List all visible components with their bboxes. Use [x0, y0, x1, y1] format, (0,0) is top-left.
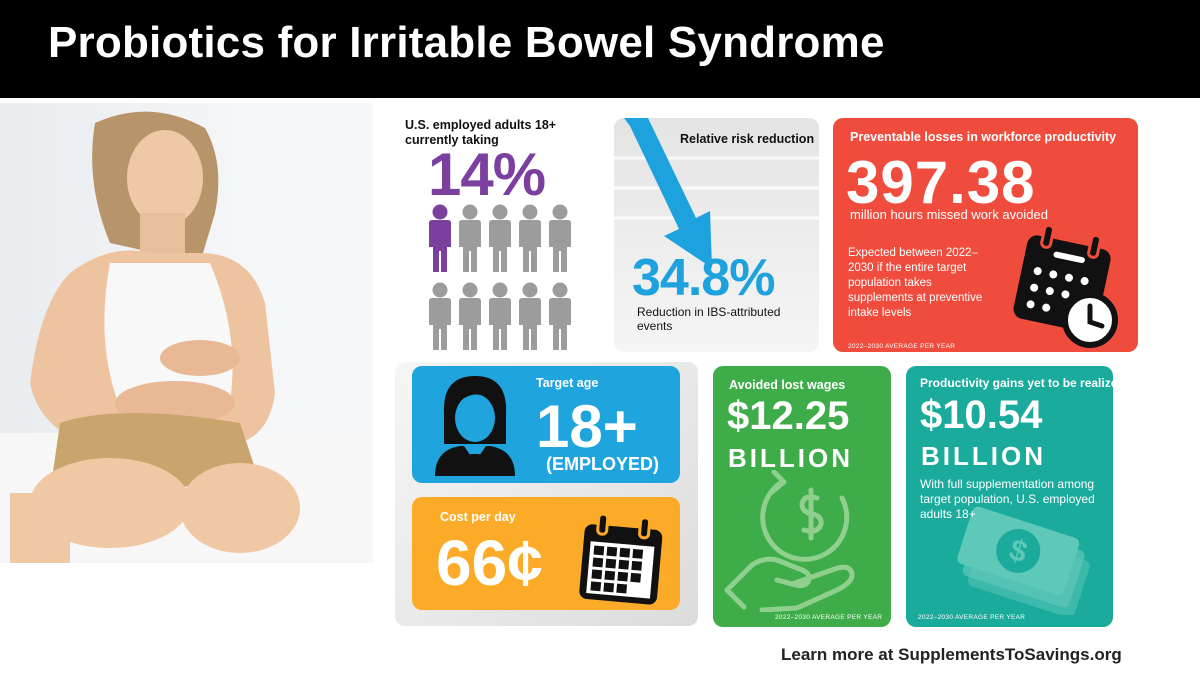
- gains-label: Productivity gains yet to be realized: [920, 376, 1125, 390]
- woman-avatar-icon: [435, 376, 515, 476]
- cost-value: 66¢: [436, 527, 543, 599]
- woman-stomach-pain-photo: [0, 103, 373, 563]
- risk-value: 34.8%: [632, 249, 775, 307]
- hand-dollar-icon: [724, 470, 855, 612]
- calendar-clock-icon: [1013, 223, 1118, 348]
- footer-link-text: Learn more at SupplementsToSavings.org: [781, 645, 1122, 665]
- people-pictogram: [429, 204, 571, 350]
- risk-note: Reduction in IBS-attributed events: [637, 305, 781, 333]
- wages-value: $12.25: [727, 394, 850, 438]
- productivity-subtitle: million hours missed work avoided: [850, 207, 1048, 222]
- person-icon: [549, 204, 571, 272]
- productivity-label: Preventable losses in workforce producti…: [850, 130, 1117, 144]
- gains-footnote: 2022–2030 AVERAGE PER YEAR: [918, 614, 1026, 621]
- usage-percentage: 14%: [428, 141, 546, 208]
- target-age-label: Target age: [536, 376, 599, 390]
- risk-label: Relative risk reduction: [680, 132, 815, 146]
- person-icon: [519, 204, 541, 272]
- footer-site-link[interactable]: SupplementsToSavings.org: [898, 645, 1122, 664]
- person-icon: [429, 204, 451, 272]
- person-icon: [489, 204, 511, 272]
- wages-unit: BILLION: [728, 443, 853, 473]
- wages-label: Avoided lost wages: [729, 378, 846, 392]
- gains-unit: BILLION: [921, 441, 1046, 471]
- productivity-footnote: 2022–2030 AVERAGE PER YEAR: [848, 343, 956, 350]
- person-icon: [549, 282, 571, 350]
- gains-value: $10.54: [920, 393, 1043, 437]
- productivity-value: 397.38: [846, 149, 1036, 216]
- wages-footnote: 2022–2030 AVERAGE PER YEAR: [775, 614, 883, 621]
- person-icon: [459, 204, 481, 272]
- down-arrow-icon: [614, 118, 819, 268]
- person-icon: [429, 282, 451, 350]
- footer-prefix: Learn more at: [781, 645, 899, 664]
- target-age-subtitle: (EMPLOYED): [546, 454, 660, 474]
- title-bar: [0, 0, 1200, 98]
- target-age-value: 18+: [536, 393, 638, 460]
- calendar-icon: [579, 512, 663, 605]
- risk-panel: [614, 118, 819, 352]
- productivity-note: Expected between 2022–2030 if the entire…: [848, 247, 983, 319]
- gains-note: With full supplementation among target p…: [920, 477, 1095, 521]
- person-icon: [489, 282, 511, 350]
- person-icon: [519, 282, 541, 350]
- usage-label: U.S. employed adults 18+ currently takin…: [405, 118, 557, 147]
- person-icon: [459, 282, 481, 350]
- cost-label: Cost per day: [440, 510, 516, 524]
- banknote-icon: $: [957, 506, 1090, 615]
- page-title: Probiotics for Irritable Bowel Syndrome: [48, 18, 885, 67]
